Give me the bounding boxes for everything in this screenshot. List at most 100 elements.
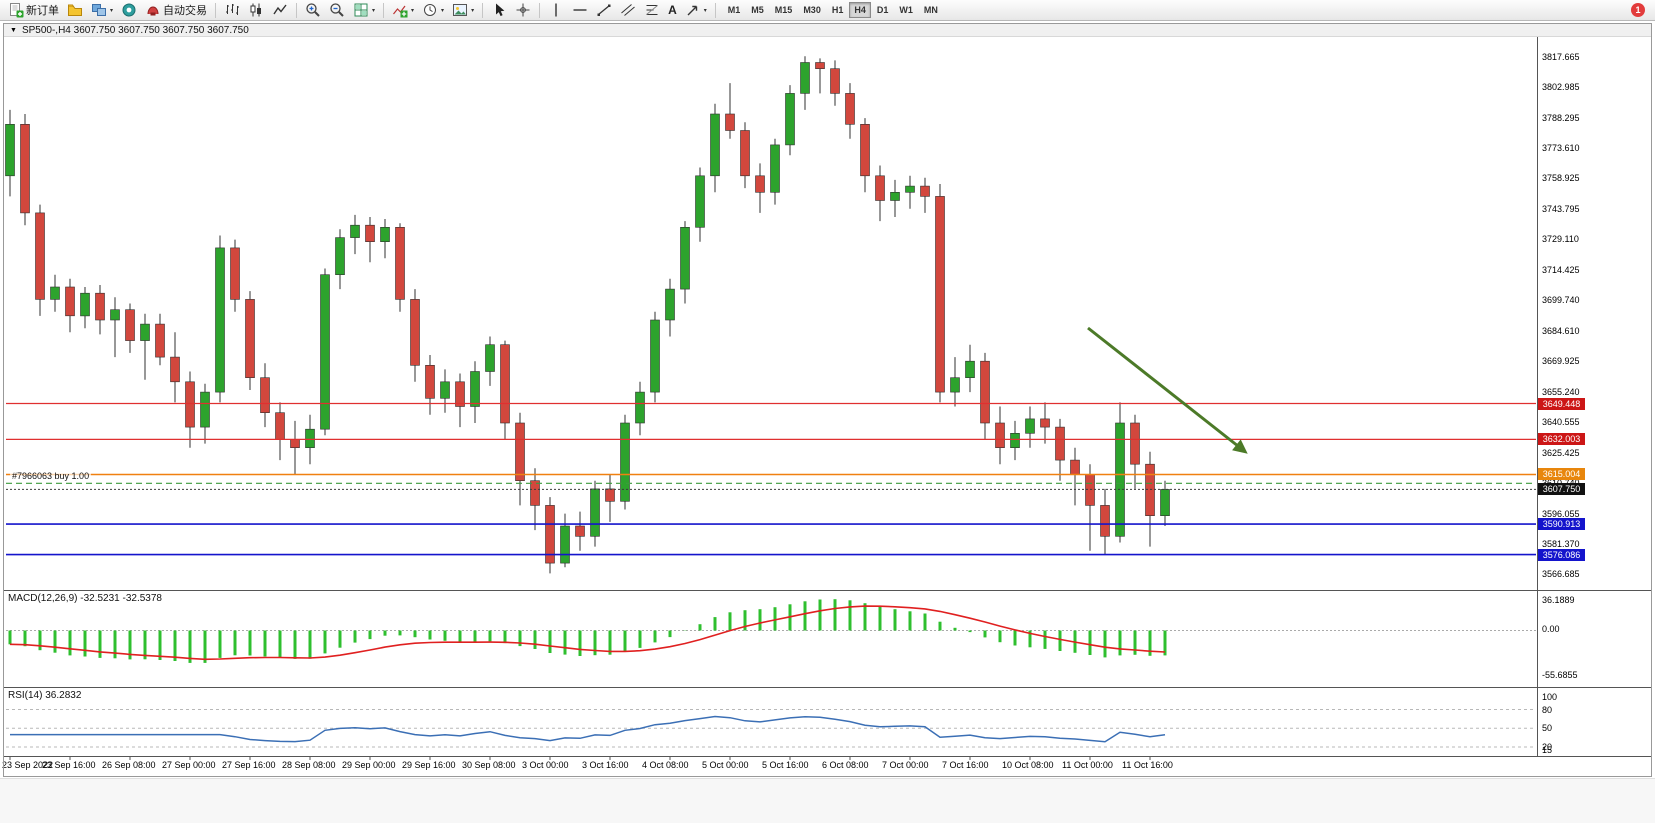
time-axis-label: 29 Sep 00:00 (342, 760, 396, 770)
candlestick-chart-icon (250, 3, 262, 17)
trend-arrow[interactable] (1087, 326, 1248, 454)
price-badge: 3615.004 (1538, 468, 1585, 481)
cursor-button[interactable] (487, 1, 511, 20)
timeframe-mn[interactable]: MN (919, 2, 943, 18)
timeframe-h4[interactable]: H4 (849, 2, 871, 18)
toolbar-separator (539, 2, 541, 18)
dropdown-caret-icon: ▾ (441, 7, 445, 14)
price-scale-label: 3566.685 (1542, 569, 1580, 579)
fibonacci-icon (646, 5, 658, 15)
workspace-background (0, 778, 1655, 823)
folder-icon (68, 4, 82, 16)
bar-chart-button[interactable] (220, 1, 244, 20)
macd-scale-label: -55.6855 (1542, 670, 1578, 680)
price-badge: 3576.086 (1538, 548, 1585, 561)
toolbar-separator (296, 2, 298, 18)
zoom-out-button[interactable] (325, 1, 349, 20)
vertical-line-button[interactable] (544, 1, 568, 20)
profiles-button[interactable]: ▾ (87, 1, 117, 20)
toolbar-separator (215, 2, 217, 18)
price-scale-label: 3610.740 (1542, 478, 1580, 488)
price-scale-label: 3596.055 (1542, 508, 1580, 519)
time-axis-label: 5 Oct 00:00 (702, 760, 749, 770)
text-button[interactable]: A (664, 1, 681, 20)
rsi-pane-separator[interactable] (4, 687, 1651, 688)
toolbar-separator (482, 2, 484, 18)
price-badge: 3607.750 (1538, 483, 1585, 496)
toolbar-separator (383, 2, 385, 18)
horizontal-line-button[interactable] (568, 1, 592, 20)
macd-pane-separator[interactable] (4, 590, 1651, 591)
macd-indicator (6, 599, 1536, 663)
new-order-icon (10, 3, 24, 18)
indicators-button[interactable]: ▾ (388, 1, 418, 20)
price-scale-label: 3669.925 (1542, 356, 1580, 367)
auto-trading-button[interactable]: 自动交易 (141, 1, 211, 20)
arrows-button[interactable]: ▾ (681, 1, 711, 20)
price-scale-label: 3625.425 (1542, 448, 1580, 458)
price-badge: 3649.448 (1538, 397, 1585, 410)
clock-icon (424, 4, 437, 16)
time-axis-label: 7 Oct 00:00 (882, 760, 929, 770)
tile-windows-button[interactable]: ▾ (349, 1, 379, 20)
macd-scale-label: 0.00 (1542, 624, 1560, 634)
price-scale-label: 3743.795 (1542, 204, 1580, 215)
rsi-scale-label: 80 (1542, 704, 1553, 715)
candlestick-chart-button[interactable] (244, 1, 268, 20)
timeframe-m5[interactable]: M5 (746, 2, 769, 18)
horizontal-line-icon (573, 9, 587, 11)
open-chart-button[interactable] (63, 1, 87, 20)
market-watch-icon (122, 3, 136, 17)
time-axis-label: 27 Sep 16:00 (222, 760, 276, 770)
arrow-shape-icon (687, 5, 697, 16)
rsi-indicator-label: RSI(14) 36.2832 (8, 690, 82, 701)
price-scale-label: 3773.610 (1542, 142, 1580, 153)
time-axis-label: 23 Sep 2022 (2, 760, 54, 770)
trendline-button[interactable] (592, 1, 616, 20)
collapse-triangle-icon: ▼ (10, 26, 17, 34)
indicators-icon (393, 5, 408, 18)
price-badge: 3590.913 (1538, 518, 1585, 531)
line-chart-icon (273, 4, 287, 15)
dropdown-caret-icon: ▾ (110, 7, 114, 14)
new-order-button[interactable]: 新订单 (4, 1, 63, 20)
time-axis-label: 26 Sep 08:00 (102, 760, 156, 770)
price-scale-label: 3802.985 (1542, 82, 1580, 93)
cursor-icon (496, 3, 505, 17)
position-label[interactable]: #7966063 buy 1.00 (10, 471, 92, 482)
main-toolbar: 新订单 ▾ 自动交易 (0, 0, 1655, 21)
crosshair-button[interactable] (511, 1, 535, 20)
market-watch-button[interactable] (117, 1, 141, 20)
price-scale-label: 3714.425 (1542, 264, 1580, 275)
timeframe-h1[interactable]: H1 (827, 2, 849, 18)
timeframe-w1[interactable]: W1 (894, 2, 918, 18)
price-scale-separator (1537, 37, 1538, 756)
time-axis-label: 11 Oct 16:00 (1122, 760, 1173, 770)
zoom-in-button[interactable] (301, 1, 325, 20)
fibonacci-button[interactable] (640, 1, 664, 20)
symbol-strip[interactable]: ▼ SP500-,H4 3607.750 3607.750 3607.750 3… (4, 24, 1651, 37)
timeframe-m15[interactable]: M15 (770, 2, 798, 18)
profiles-icon (92, 4, 106, 16)
timeframe-m1[interactable]: M1 (723, 2, 746, 18)
horizontal-price-lines[interactable] (6, 402, 1536, 556)
timeframe-d1[interactable]: D1 (872, 2, 894, 18)
time-axis-label: 3 Oct 16:00 (582, 760, 629, 770)
channel-button[interactable] (616, 1, 640, 20)
rsi-scale-label: 15 (1542, 745, 1553, 756)
macd-indicator-label: MACD(12,26,9) -32.5231 -32.5378 (8, 593, 162, 604)
periods-button[interactable]: ▾ (418, 1, 448, 20)
time-axis-label: 23 Sep 16:00 (42, 760, 96, 770)
templates-button[interactable]: ▾ (448, 1, 478, 20)
notifications-badge[interactable]: 1 (1631, 3, 1645, 17)
crosshair-icon (516, 3, 530, 17)
time-axis-label: 10 Oct 08:00 (1002, 760, 1054, 770)
chart-title: SP500-,H4 3607.750 3607.750 3607.750 360… (21, 24, 249, 36)
timeframe-m30[interactable]: M30 (798, 2, 826, 18)
candles (5, 56, 1170, 574)
time-axis-label: 11 Oct 00:00 (1062, 760, 1113, 770)
toolbar-separator (714, 2, 716, 18)
line-chart-button[interactable] (268, 1, 292, 20)
price-scale-label: 3817.665 (1542, 52, 1580, 62)
